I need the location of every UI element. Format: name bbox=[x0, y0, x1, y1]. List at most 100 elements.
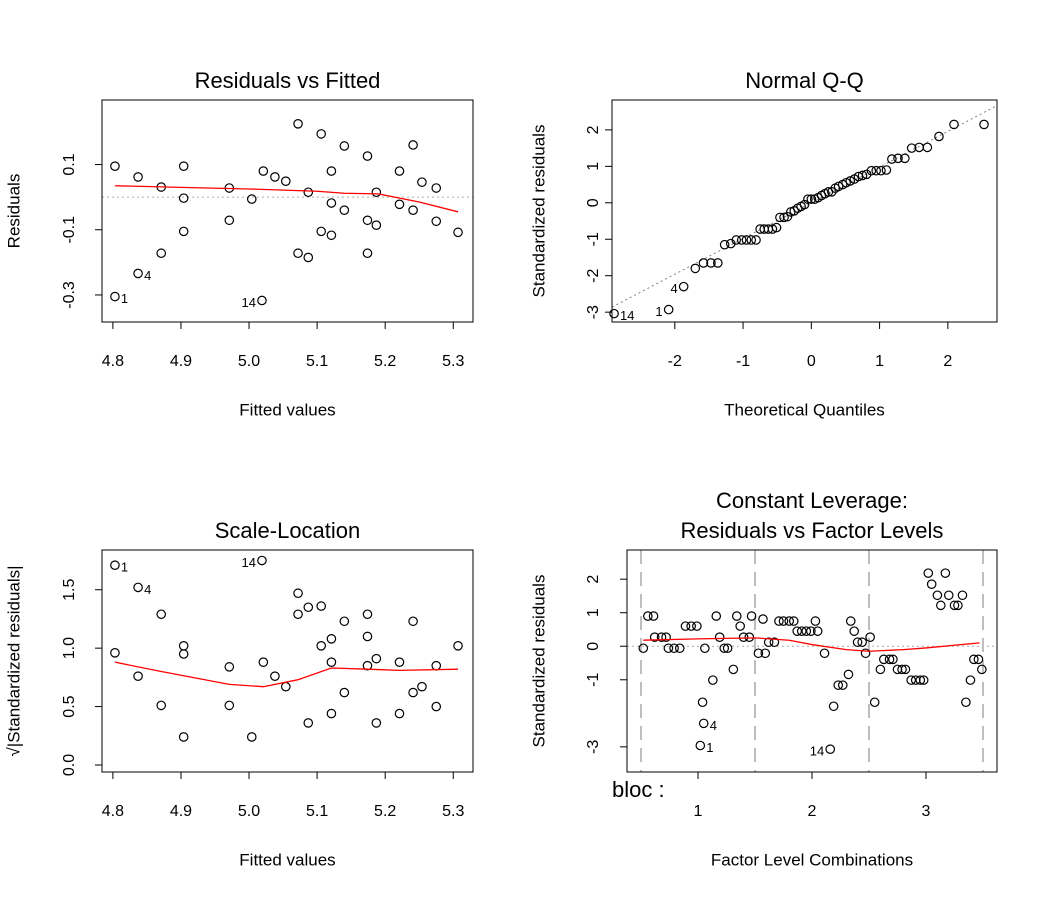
data-point bbox=[178, 732, 189, 742]
data-point bbox=[371, 653, 382, 664]
x-tick-label: 1 bbox=[694, 803, 703, 820]
data-point bbox=[408, 616, 418, 627]
x-axis-label: Fitted values bbox=[239, 850, 335, 869]
data-point bbox=[751, 235, 761, 245]
data-point bbox=[643, 611, 653, 621]
x-tick-label: 5.2 bbox=[374, 353, 396, 370]
data-point bbox=[133, 582, 143, 593]
data-point bbox=[934, 131, 944, 142]
data-point bbox=[258, 657, 269, 667]
data-point bbox=[918, 675, 929, 685]
data-point bbox=[731, 611, 742, 621]
data-point bbox=[674, 643, 685, 654]
x-tick-label: -1 bbox=[736, 353, 750, 370]
data-point bbox=[362, 660, 373, 671]
data-point bbox=[852, 637, 863, 648]
data-point bbox=[178, 161, 189, 171]
data-point bbox=[316, 641, 326, 651]
data-point bbox=[741, 235, 752, 245]
data-point bbox=[792, 626, 802, 636]
data-point bbox=[871, 165, 881, 176]
x-tick-label: 0 bbox=[807, 353, 816, 370]
point-label: 1 bbox=[121, 560, 128, 575]
data-point bbox=[778, 616, 789, 626]
data-point bbox=[879, 654, 889, 665]
data-point bbox=[763, 637, 774, 648]
y-axis-label: Residuals bbox=[4, 174, 23, 249]
x-tick-label: 5.1 bbox=[306, 353, 328, 370]
data-point bbox=[940, 568, 951, 578]
data-point bbox=[303, 602, 314, 613]
point-label: 14 bbox=[810, 744, 824, 759]
data-point bbox=[926, 579, 937, 590]
factor-label: bloc : bbox=[612, 777, 665, 802]
point-label: 1 bbox=[655, 304, 662, 319]
data-point bbox=[806, 626, 816, 636]
y-tick-label: 1 bbox=[585, 162, 602, 171]
plot-box bbox=[611, 99, 998, 323]
data-point bbox=[893, 153, 903, 164]
data-point bbox=[431, 216, 442, 227]
x-tick-label: 1 bbox=[875, 353, 884, 370]
data-point bbox=[819, 648, 830, 659]
data-point bbox=[362, 609, 373, 620]
data-point bbox=[706, 258, 716, 268]
data-point bbox=[110, 291, 120, 302]
data-point bbox=[648, 611, 659, 621]
point-label: 4 bbox=[144, 268, 151, 283]
data-point bbox=[760, 648, 771, 659]
y-tick-label: 1.5 bbox=[61, 579, 78, 601]
data-point bbox=[708, 675, 718, 685]
data-point bbox=[746, 235, 757, 245]
data-point bbox=[258, 166, 269, 176]
panel-title: Residuals vs Fitted bbox=[195, 68, 381, 93]
y-tick-label: 0.1 bbox=[61, 153, 78, 175]
data-point bbox=[661, 632, 671, 642]
data-point bbox=[110, 161, 120, 171]
x-tick-label: 4.8 bbox=[102, 803, 124, 820]
data-point bbox=[431, 183, 442, 193]
data-point bbox=[812, 626, 823, 636]
data-point bbox=[782, 211, 793, 222]
data-point bbox=[922, 142, 933, 153]
data-point bbox=[957, 590, 968, 601]
data-point bbox=[453, 227, 463, 238]
data-point bbox=[303, 718, 314, 728]
data-point bbox=[719, 239, 730, 250]
data-point bbox=[837, 680, 848, 690]
data-point bbox=[719, 643, 730, 654]
data-point bbox=[649, 632, 660, 642]
data-point bbox=[326, 166, 337, 176]
data-point bbox=[417, 177, 427, 187]
data-point bbox=[758, 614, 768, 624]
data-point bbox=[713, 258, 723, 268]
data-point bbox=[408, 140, 418, 150]
data-point bbox=[744, 632, 755, 642]
x-tick-label: 5.3 bbox=[442, 353, 464, 370]
data-point bbox=[316, 226, 326, 237]
data-point bbox=[796, 626, 807, 636]
x-axis-label: Factor Level Combinations bbox=[711, 850, 913, 869]
data-point bbox=[771, 222, 782, 233]
data-point bbox=[178, 193, 189, 203]
data-point bbox=[884, 654, 895, 665]
data-point bbox=[949, 119, 959, 130]
y-axis-label: Standardized residuals bbox=[529, 125, 548, 298]
y-tick-label: -1 bbox=[585, 232, 602, 246]
point-label: 4 bbox=[144, 582, 151, 597]
data-point bbox=[857, 637, 867, 648]
data-point bbox=[736, 235, 747, 245]
data-point bbox=[326, 198, 337, 208]
data-point bbox=[453, 641, 463, 651]
panel-title: Constant Leverage: bbox=[716, 488, 908, 513]
point-label: 14 bbox=[620, 308, 634, 323]
y-tick-label: 0.5 bbox=[61, 695, 78, 717]
y-tick-label: -2 bbox=[585, 268, 602, 282]
data-point bbox=[371, 187, 382, 198]
y-tick-label: 2 bbox=[585, 575, 602, 584]
data-point bbox=[722, 643, 733, 654]
data-point bbox=[394, 199, 405, 210]
y-tick-label: 1.0 bbox=[61, 637, 78, 659]
x-tick-label: 2 bbox=[808, 803, 817, 820]
data-point bbox=[753, 648, 764, 659]
